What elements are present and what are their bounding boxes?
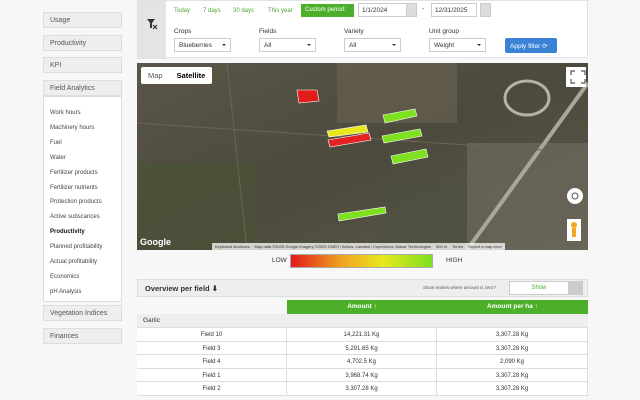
header-text: Amount bbox=[347, 303, 372, 310]
calendar-icon[interactable] bbox=[480, 3, 491, 17]
filter-label: Crops bbox=[174, 28, 192, 35]
attribution-text[interactable]: Terms bbox=[452, 244, 464, 249]
submenu-item[interactable]: Fertilizer nutrients bbox=[50, 184, 98, 191]
table-cell: 5,291.65 Kg bbox=[287, 341, 437, 355]
legend-gradient bbox=[290, 254, 433, 268]
overview-title-text: Overview per field bbox=[145, 284, 210, 293]
filter-label: Unit group bbox=[429, 28, 459, 35]
google-logo: Google bbox=[140, 237, 171, 247]
table-cell: 3,307.28 Kg bbox=[437, 341, 588, 355]
apply-label: Apply filter bbox=[510, 43, 541, 50]
table-cell: 3,307.28 Kg bbox=[437, 382, 588, 396]
table-cell: 3,968.74 Kg bbox=[287, 368, 437, 382]
filter-select[interactable]: Blueberries bbox=[174, 38, 231, 52]
filter-select[interactable]: All bbox=[259, 38, 316, 52]
date-to[interactable]: 12/31/2025 bbox=[431, 3, 477, 17]
attribution-text[interactable]: Report a map error bbox=[468, 244, 502, 249]
table-cell: 3,307.28 Kg bbox=[437, 368, 588, 382]
table-cell: Field 4 bbox=[137, 355, 287, 369]
table-cell: 3,307.28 Kg bbox=[287, 382, 437, 396]
menu-item[interactable]: KPI bbox=[43, 57, 122, 73]
submenu-item[interactable]: Productivity bbox=[50, 229, 85, 236]
period-button[interactable]: This year bbox=[268, 8, 293, 14]
attribution-text: 500 m bbox=[436, 244, 448, 249]
submenu-item[interactable]: Work hours bbox=[50, 110, 81, 116]
filter-panel: Custom period: 1/1/2024 - 12/31/2025 App… bbox=[137, 0, 588, 59]
table-cell: 3,307.28 Kg bbox=[437, 328, 588, 342]
map-imagery bbox=[137, 63, 588, 250]
period-button[interactable]: 7 days bbox=[203, 8, 221, 14]
submenu: Work hours Machinery hours Fuel Water Fertil… bbox=[43, 96, 122, 302]
sidebar: Usage Productivity KPI Field Analytics Work … bbox=[43, 0, 123, 400]
zero-question: Show entries where amount is zero? bbox=[423, 285, 496, 290]
submenu-item[interactable]: Protection products bbox=[50, 199, 102, 206]
attribution: Keyboard shortcuts Map data ©2025 Google … bbox=[212, 243, 505, 250]
table-cell: Field 2 bbox=[137, 382, 287, 396]
filter-strip bbox=[138, 1, 166, 59]
date-separator: - bbox=[422, 6, 425, 13]
header-text: Amount per ha bbox=[487, 303, 533, 310]
main: Custom period: 1/1/2024 - 12/31/2025 App… bbox=[137, 0, 588, 400]
submenu-item[interactable]: Water bbox=[50, 154, 66, 161]
attribution-text[interactable]: Keyboard shortcuts bbox=[215, 244, 250, 249]
submenu-item[interactable]: Economics bbox=[50, 273, 80, 280]
header-amount[interactable]: Amount ↑ bbox=[287, 300, 437, 314]
table-cell: 2,090 Kg bbox=[437, 355, 588, 369]
table-cell: 4,702.5 Kg bbox=[287, 355, 437, 369]
map-type-control: Map Satellite bbox=[141, 67, 213, 84]
legend-low: LOW bbox=[272, 257, 287, 264]
submenu-item[interactable]: Actual profitability bbox=[50, 259, 98, 265]
group-row: Garlic bbox=[137, 314, 588, 328]
submenu-item[interactable]: Active subscances bbox=[50, 214, 100, 221]
map[interactable]: Map Satellite Google Keyboard shortcuts M… bbox=[137, 63, 588, 250]
header-amount-per-ha[interactable]: Amount per ha ↑ bbox=[437, 300, 588, 314]
calendar-icon[interactable] bbox=[406, 3, 417, 17]
table-cell: Field 1 bbox=[137, 368, 287, 382]
submenu-item[interactable]: Fuel bbox=[50, 139, 62, 146]
legend-high: HIGH bbox=[446, 257, 463, 264]
filter-label: Fields bbox=[259, 28, 277, 35]
period-button[interactable]: Today bbox=[174, 8, 191, 14]
period-button[interactable]: 30 days bbox=[233, 8, 255, 14]
map-tab[interactable]: Map bbox=[148, 71, 163, 80]
filter-select[interactable]: All bbox=[344, 38, 401, 52]
submenu-item[interactable]: Fertilizer products bbox=[50, 169, 98, 176]
menu-item[interactable]: Productivity bbox=[43, 34, 122, 51]
overview-title: Overview per field ⬇ bbox=[145, 284, 218, 293]
submenu-item[interactable]: pH Analysis bbox=[50, 288, 82, 295]
menu-item[interactable]: Vegetation Indices bbox=[43, 305, 122, 321]
table-cell: Field 3 bbox=[137, 341, 287, 355]
filter-label: Variety bbox=[344, 28, 364, 35]
filter-select[interactable]: Weight bbox=[429, 38, 486, 52]
submenu-item[interactable]: Machinery hours bbox=[50, 124, 95, 131]
overview-bar: Overview per field ⬇ Show entries where … bbox=[137, 279, 588, 297]
attribution-text: Map data ©2025 Google Imagery ©2025 CNES… bbox=[254, 244, 432, 249]
menu-item[interactable]: Finances bbox=[43, 328, 122, 344]
menu-item[interactable]: Usage bbox=[43, 12, 122, 28]
submenu-item[interactable]: Planned profitability bbox=[50, 244, 103, 251]
satellite-tab[interactable]: Satellite bbox=[176, 71, 206, 80]
table-cell: 14,221.31 Kg bbox=[287, 328, 437, 342]
apply-filter[interactable]: Apply filter ⟳ bbox=[505, 38, 557, 53]
zero-toggle[interactable]: Show bbox=[509, 281, 569, 295]
table-cell: Field 10 bbox=[137, 328, 287, 342]
menu-section[interactable]: Field Analytics bbox=[43, 80, 122, 96]
filter-icon[interactable] bbox=[138, 1, 166, 59]
toggle-knob[interactable] bbox=[569, 281, 583, 295]
custom-period[interactable]: Custom period: bbox=[301, 4, 354, 17]
